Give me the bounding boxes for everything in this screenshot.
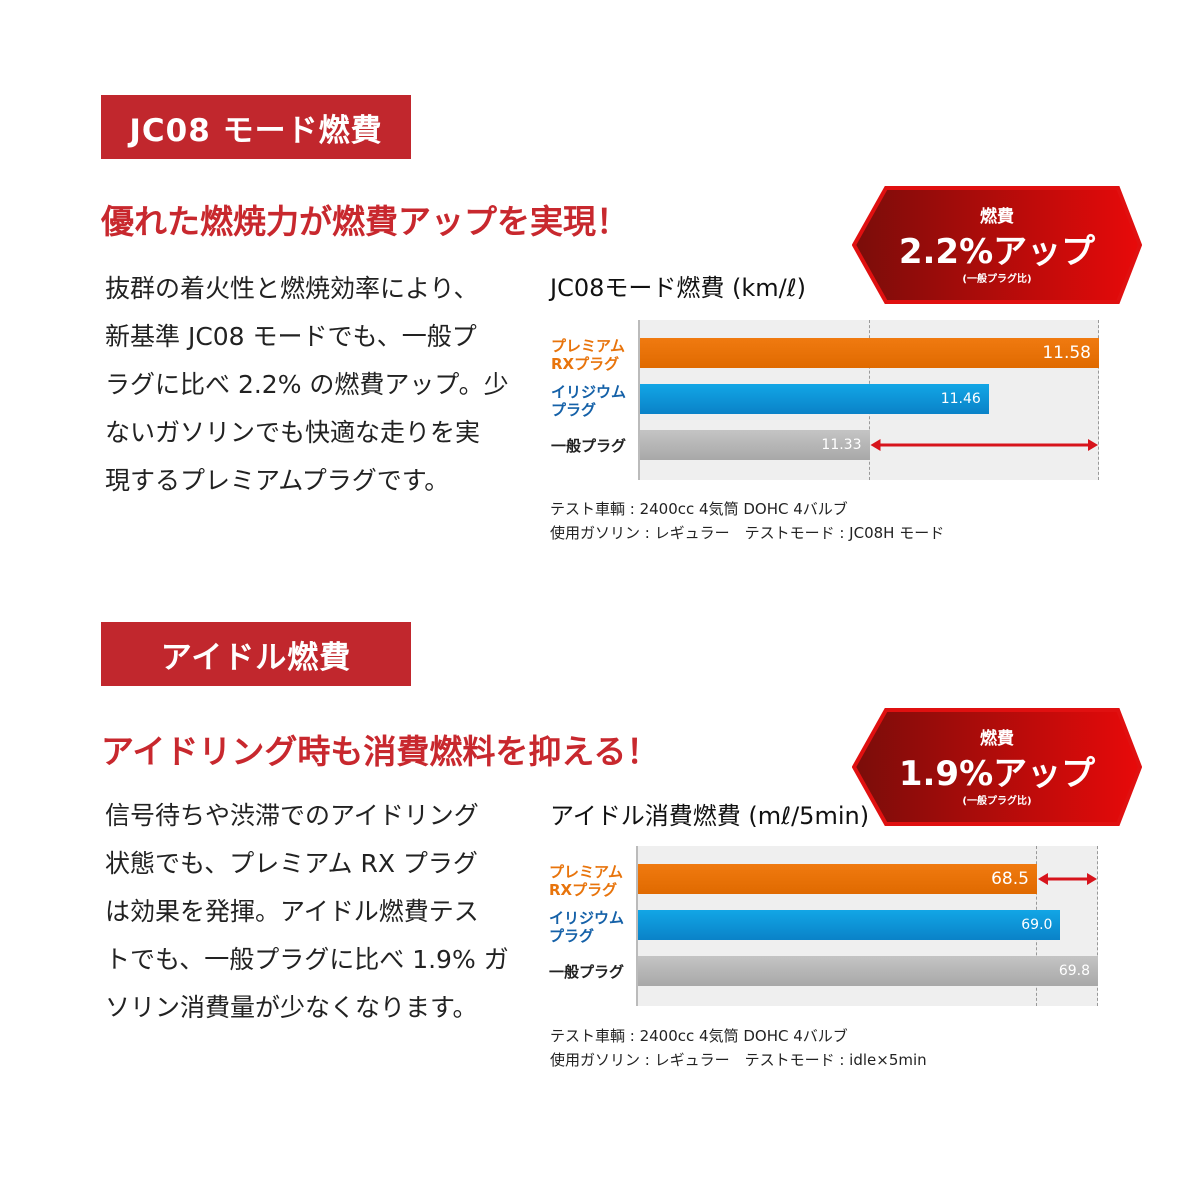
badge-main: 2.2%アップ — [898, 232, 1096, 272]
body-line: 信号待ちや渋滞でのアイドリング — [105, 801, 479, 830]
difference-arrow-icon — [870, 439, 1098, 451]
badge-top: 燃費 — [980, 207, 1014, 227]
body-line: ラグに比べ 2.2% の燃費アップ。少 — [105, 370, 509, 399]
bar-standard: 69.8 — [638, 956, 1098, 986]
label-iridium: イリジウム プラグ — [549, 909, 625, 945]
body-text-jc08: 抜群の着火性と燃焼効率により、 新基準 JC08 モードでも、一般プ ラグに比べ… — [105, 265, 515, 505]
note-line: 使用ガソリン : レギュラー テストモード : idle×5min — [550, 1051, 927, 1069]
label-premium: プレミアム RXプラグ — [549, 863, 623, 899]
badge-sub: (一般プラグ比) — [962, 796, 1032, 807]
label-standard: 一般プラグ — [549, 963, 625, 981]
body-line: ないガソリンでも快適な走りを実 — [105, 418, 481, 447]
body-line: 状態でも、プレミアム RX プラグ — [105, 849, 478, 878]
body-line: トでも、一般プラグに比べ 1.9% ガ — [105, 945, 509, 974]
badge-jc08: 燃費 2.2%アップ (一般プラグ比) — [851, 186, 1143, 304]
gridline-dashed — [1097, 846, 1098, 1006]
label-iridium: イリジウム プラグ — [551, 383, 627, 419]
note-line: 使用ガソリン : レギュラー テストモード : JC08H モード — [550, 524, 945, 542]
bar-premium: 68.5 — [638, 864, 1037, 894]
chart-plot-jc08: 11.58 11.46 11.33 — [638, 320, 1099, 480]
data-label: 11.58 — [1042, 343, 1091, 363]
notes-idle: テスト車輌 : 2400cc 4気筒 DOHC 4バルブ 使用ガソリン : レギ… — [550, 1024, 927, 1072]
bar-standard: 11.33 — [640, 430, 870, 460]
headline-idle: アイドリング時も消費燃料を抑える！ — [101, 732, 660, 771]
data-label: 11.33 — [821, 437, 862, 453]
headline-jc08: 優れた燃焼力が燃費アップを実現！ — [101, 202, 629, 241]
body-line: 新基準 JC08 モードでも、一般プ — [105, 322, 477, 351]
bar-premium: 11.58 — [640, 338, 1099, 368]
body-line: 現するプレミアムプラグです。 — [105, 466, 450, 495]
badge-sub: (一般プラグ比) — [962, 274, 1032, 285]
chart-title-idle: アイドル消費燃費 (mℓ/5min) — [550, 802, 870, 830]
data-label: 69.8 — [1058, 963, 1090, 979]
hexagon-badge-icon — [851, 186, 1143, 304]
data-label: 11.46 — [940, 391, 981, 407]
data-label: 68.5 — [991, 869, 1029, 889]
difference-arrow-icon — [1037, 873, 1097, 885]
body-line: ソリン消費量が少なくなります。 — [105, 993, 478, 1022]
note-line: テスト車輌 : 2400cc 4気筒 DOHC 4バルブ — [550, 1027, 848, 1045]
note-line: テスト車輌 : 2400cc 4気筒 DOHC 4バルブ — [550, 500, 848, 518]
bar-iridium: 11.46 — [640, 384, 989, 414]
badge-top: 燃費 — [980, 729, 1014, 749]
badge-idle: 燃費 1.9%アップ (一般プラグ比) — [851, 708, 1143, 826]
section-tag-idle: アイドル燃費 — [101, 622, 411, 686]
body-text-idle: 信号待ちや渋滞でのアイドリング 状態でも、プレミアム RX プラグ は効果を発揮… — [105, 792, 515, 1032]
data-label: 69.0 — [1021, 917, 1053, 933]
label-standard: 一般プラグ — [551, 437, 627, 455]
gridline-dashed — [1098, 320, 1099, 480]
hexagon-badge-icon — [851, 708, 1143, 826]
body-line: 抜群の着火性と燃焼効率により、 — [105, 274, 479, 303]
chart-title-jc08: JC08モード燃費 (km/ℓ) — [550, 274, 807, 302]
section-tag-jc08: JC08 モード燃費 — [101, 95, 411, 159]
chart-plot-idle: 68.5 69.0 69.8 — [636, 846, 1098, 1006]
label-premium: プレミアム RXプラグ — [551, 337, 625, 373]
notes-jc08: テスト車輌 : 2400cc 4気筒 DOHC 4バルブ 使用ガソリン : レギ… — [550, 497, 944, 545]
body-line: は効果を発揮。アイドル燃費テス — [105, 897, 479, 926]
badge-main: 1.9%アップ — [898, 754, 1096, 794]
bar-iridium: 69.0 — [638, 910, 1061, 940]
